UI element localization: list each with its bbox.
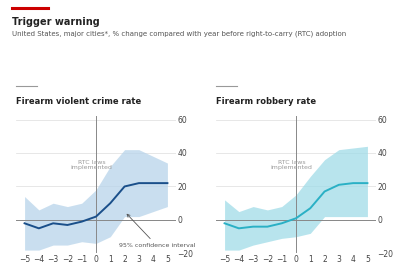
- Text: 95% confidence interval: 95% confidence interval: [119, 214, 195, 248]
- Text: United States, major cities*, % change compared with year before right-to-carry : United States, major cities*, % change c…: [12, 30, 346, 37]
- Text: RTC laws
implemented: RTC laws implemented: [71, 160, 113, 171]
- Text: RTC laws
implemented: RTC laws implemented: [271, 160, 313, 171]
- Text: Firearm robbery rate: Firearm robbery rate: [216, 97, 316, 106]
- Text: Trigger warning: Trigger warning: [12, 17, 100, 27]
- Text: Firearm violent crime rate: Firearm violent crime rate: [16, 97, 141, 106]
